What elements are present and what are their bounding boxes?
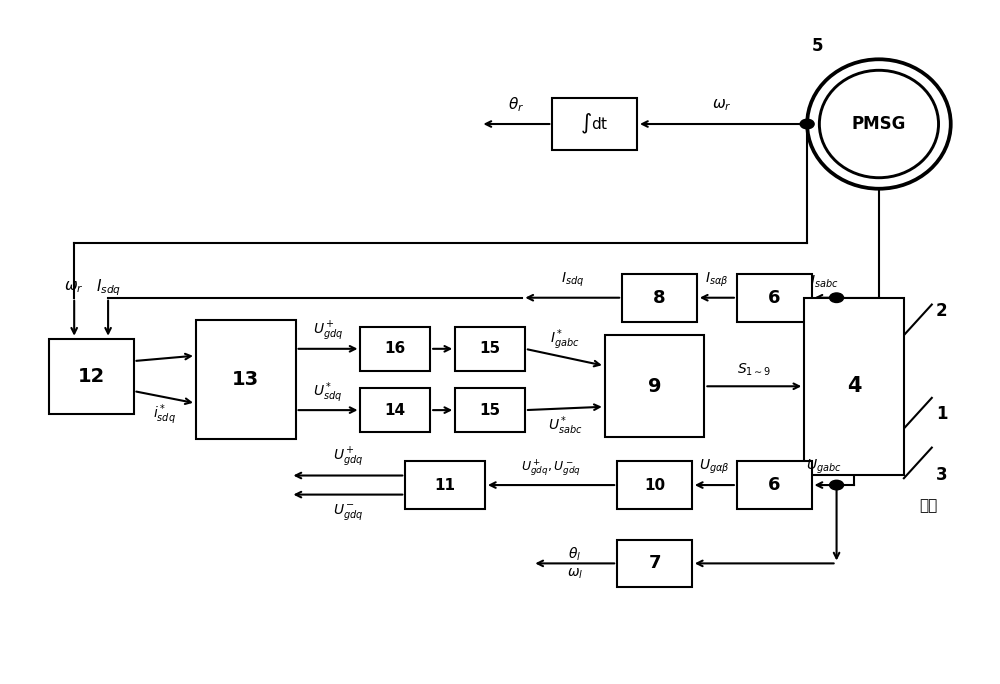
Text: 电网: 电网 — [920, 498, 938, 513]
Text: 16: 16 — [385, 341, 406, 356]
Text: 5: 5 — [811, 37, 823, 55]
Text: 6: 6 — [768, 289, 780, 306]
Bar — [605, 335, 704, 437]
Ellipse shape — [807, 60, 951, 189]
Bar — [552, 98, 637, 150]
Text: 7: 7 — [648, 555, 661, 573]
Text: 8: 8 — [653, 289, 666, 306]
Text: $U^+_{gdq},U^-_{gdq}$: $U^+_{gdq},U^-_{gdq}$ — [521, 457, 581, 478]
Bar — [196, 320, 296, 439]
Text: $U^+_{gdq}$: $U^+_{gdq}$ — [333, 446, 363, 469]
Text: 4: 4 — [847, 376, 861, 396]
Text: $i^*_{sdq}$: $i^*_{sdq}$ — [153, 403, 176, 427]
Text: 1: 1 — [936, 404, 948, 423]
Text: $U_{g\alpha\beta}$: $U_{g\alpha\beta}$ — [699, 458, 730, 477]
Text: 12: 12 — [78, 367, 105, 386]
Text: 9: 9 — [648, 377, 661, 396]
Text: $\omega_r$: $\omega_r$ — [712, 97, 732, 113]
Bar — [737, 274, 812, 321]
Bar — [405, 461, 485, 509]
Text: $I_{sdq}$: $I_{sdq}$ — [561, 271, 584, 289]
Text: $S_{1\sim9}$: $S_{1\sim9}$ — [737, 362, 771, 378]
Bar — [455, 388, 525, 432]
Circle shape — [830, 480, 844, 490]
Bar — [617, 540, 692, 588]
Text: 2: 2 — [936, 302, 948, 320]
Bar — [455, 327, 525, 371]
Text: 15: 15 — [479, 341, 501, 356]
Text: $U^*_{sdq}$: $U^*_{sdq}$ — [313, 380, 343, 405]
Text: $U^*_{sabc}$: $U^*_{sabc}$ — [548, 415, 582, 438]
Text: 11: 11 — [435, 477, 456, 492]
Bar — [737, 461, 812, 509]
Bar — [617, 461, 692, 509]
Text: 15: 15 — [479, 403, 501, 418]
Text: $I_{sdq}$: $I_{sdq}$ — [96, 277, 121, 298]
Bar — [804, 298, 904, 475]
Bar — [49, 339, 134, 414]
Text: $\int$dt: $\int$dt — [580, 112, 609, 136]
Text: 14: 14 — [385, 403, 406, 418]
Bar — [622, 274, 697, 321]
Text: $I_{s\alpha\beta}$: $I_{s\alpha\beta}$ — [705, 271, 729, 289]
Bar — [360, 327, 430, 371]
Text: $\theta_r$: $\theta_r$ — [508, 96, 525, 114]
Text: $I_{sabc}$: $I_{sabc}$ — [810, 273, 838, 289]
Bar — [360, 388, 430, 432]
Text: 13: 13 — [232, 370, 259, 389]
Text: $U^+_{gdq}$: $U^+_{gdq}$ — [313, 319, 343, 343]
Text: 3: 3 — [936, 466, 948, 484]
Text: PMSG: PMSG — [852, 115, 906, 133]
Text: $U^-_{gdq}$: $U^-_{gdq}$ — [333, 502, 363, 523]
Ellipse shape — [819, 70, 939, 178]
Text: $U_{gabc}$: $U_{gabc}$ — [806, 458, 842, 477]
Text: 6: 6 — [768, 476, 780, 494]
Circle shape — [830, 293, 844, 302]
Circle shape — [800, 119, 814, 129]
Text: $I^*_{gabc}$: $I^*_{gabc}$ — [550, 328, 580, 352]
Text: $\omega_r$: $\omega_r$ — [64, 280, 84, 295]
Text: $\theta_l$
$\omega_l$: $\theta_l$ $\omega_l$ — [567, 546, 583, 581]
Text: 10: 10 — [644, 477, 665, 492]
